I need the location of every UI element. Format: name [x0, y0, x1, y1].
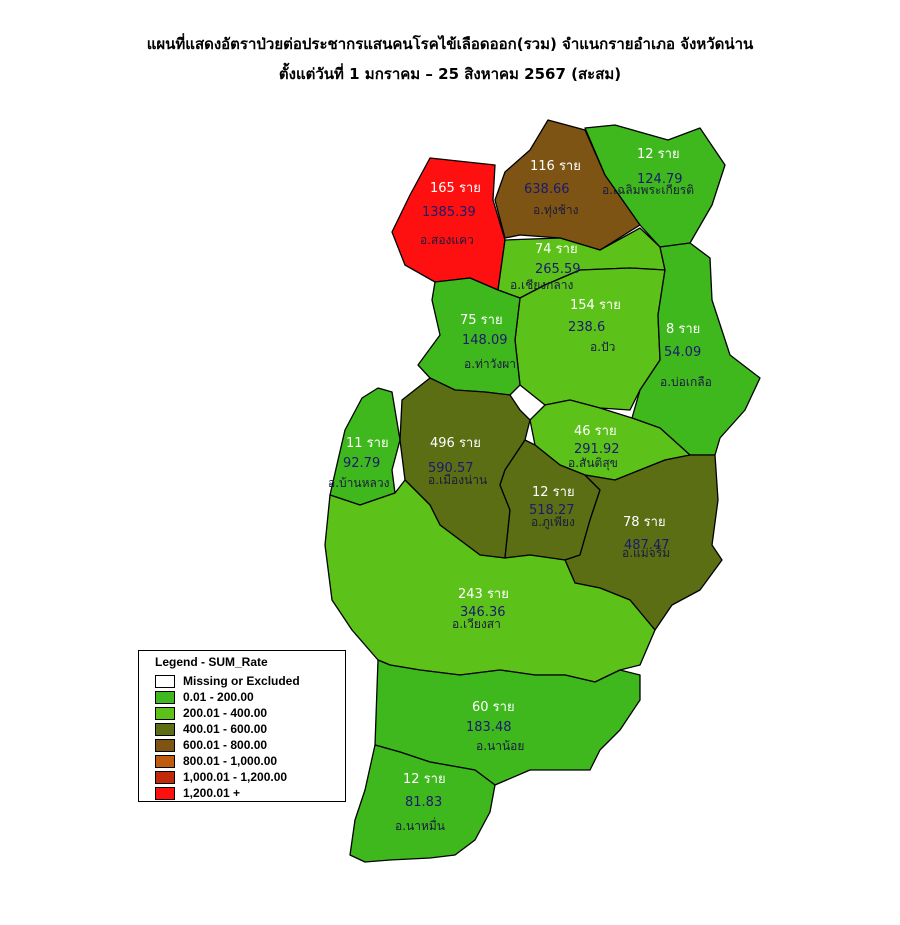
map-title: แผนที่แสดงอัตราป่วยต่อประชากรแสนคนโรคไข้…	[146, 35, 754, 53]
legend-swatch	[155, 722, 175, 736]
legend-swatch	[155, 674, 175, 688]
map-subtitle: ตั้งแต่วันที่ 1 มกราคม – 25 สิงหาคม 2567…	[278, 65, 622, 83]
label-name-songkhwae: อ.สองแคว	[420, 233, 474, 247]
district-songkhwae[interactable]	[391, 157, 506, 291]
legend-item: 200.01 - 400.00	[155, 705, 267, 721]
label-name-thungchang: อ.ทุ่งช้าง	[533, 203, 579, 218]
label-name-namuen: อ.นาหมื่น	[395, 817, 445, 833]
label-rate-thawangpha: 148.09	[462, 333, 508, 348]
label-rate-phuphiang: 518.27	[529, 503, 575, 518]
label-name-santisuk: อ.สันติสุข	[568, 456, 618, 471]
label-rate-santisuk: 291.92	[574, 442, 620, 457]
label-cases-chiangklang: 74 ราย	[535, 242, 578, 257]
legend-label: Missing or Excluded	[183, 674, 300, 688]
legend-swatch	[155, 786, 175, 800]
district-namuen[interactable]	[349, 744, 496, 863]
legend-item: 0.01 - 200.00	[155, 689, 254, 705]
label-cases-wiangsa: 243 ราย	[458, 587, 509, 602]
label-name-pua: อ.ปัว	[590, 340, 615, 354]
label-rate-chiangklang: 265.59	[535, 262, 581, 277]
legend-label: 200.01 - 400.00	[183, 706, 268, 720]
legend-swatch	[155, 754, 175, 768]
legend-label: 1,200.01 +	[183, 786, 241, 800]
legend-label: 1,000.01 - 1,200.00	[183, 770, 288, 784]
legend-label: 600.01 - 800.00	[183, 738, 268, 752]
label-name-chaloem: อ.เฉลิมพระเกียรติ	[602, 183, 694, 197]
legend-label: 0.01 - 200.00	[183, 690, 254, 704]
legend-label: 400.01 - 600.00	[183, 722, 268, 736]
label-cases-thawangpha: 75 ราย	[460, 313, 503, 328]
label-rate-chaloem: 124.79	[637, 172, 683, 187]
legend-item: 1,200.01 +	[155, 785, 240, 801]
legend-item: 800.01 - 1,000.00	[155, 753, 277, 769]
label-cases-chaloem: 12 ราย	[637, 147, 680, 162]
label-name-chiangklang: อ.เชียงกลาง	[510, 278, 573, 292]
label-rate-pua: 238.6	[568, 320, 605, 335]
label-cases-phuphiang: 12 ราย	[532, 485, 575, 500]
district-chaloem[interactable]	[584, 124, 726, 248]
legend-swatch	[155, 706, 175, 720]
map-legend: Legend - SUM_Rate Missing or Excluded 0.…	[138, 650, 346, 802]
label-name-thawangpha: อ.ท่าวังผา	[464, 357, 516, 371]
label-cases-maecharim: 78 ราย	[623, 515, 666, 530]
label-rate-wiangsa: 346.36	[460, 605, 506, 620]
label-cases-songkhwae: 165 ราย	[430, 181, 481, 196]
label-name-banluang: อ.บ้านหลวง	[328, 476, 389, 490]
legend-item: 600.01 - 800.00	[155, 737, 267, 753]
label-cases-namuen: 12 ราย	[403, 772, 446, 787]
legend-swatch	[155, 770, 175, 784]
label-rate-nanoi: 183.48	[466, 720, 512, 735]
label-cases-nanoi: 60 ราย	[472, 700, 515, 715]
district-bokluea[interactable]	[631, 242, 761, 456]
label-rate-songkhwae: 1385.39	[422, 205, 476, 220]
label-name-nanoi: อ.นาน้อย	[476, 739, 524, 753]
legend-title: Legend - SUM_Rate	[155, 655, 268, 669]
label-rate-namuen: 81.83	[405, 795, 442, 810]
label-rate-bokluea: 54.09	[664, 345, 701, 360]
label-rate-thungchang: 638.66	[524, 182, 570, 197]
label-name-wiangsa: อ.เวียงสา	[452, 617, 501, 631]
label-cases-santisuk: 46 ราย	[574, 424, 617, 439]
legend-item: 400.01 - 600.00	[155, 721, 267, 737]
label-cases-banluang: 11 ราย	[346, 436, 389, 451]
legend-swatch	[155, 738, 175, 752]
label-rate-banluang: 92.79	[343, 456, 380, 471]
label-rate-mueang: 590.57	[428, 461, 474, 476]
label-cases-mueang: 496 ราย	[430, 436, 481, 451]
label-name-phuphiang: อ.ภูเพียง	[531, 515, 575, 530]
label-rate-maecharim: 487.47	[624, 538, 670, 553]
legend-label: 800.01 - 1,000.00	[183, 754, 278, 768]
label-cases-bokluea: 8 ราย	[666, 322, 700, 337]
label-name-maecharim: อ.แม่จริม	[622, 546, 670, 560]
label-cases-thungchang: 116 ราย	[530, 159, 581, 174]
label-cases-pua: 154 ราย	[570, 298, 621, 313]
legend-item: Missing or Excluded	[155, 673, 300, 689]
legend-item: 1,000.01 - 1,200.00	[155, 769, 287, 785]
legend-swatch	[155, 690, 175, 704]
label-name-mueang: อ.เมืองน่าน	[428, 473, 487, 487]
label-name-bokluea: อ.บ่อเกลือ	[660, 375, 712, 389]
